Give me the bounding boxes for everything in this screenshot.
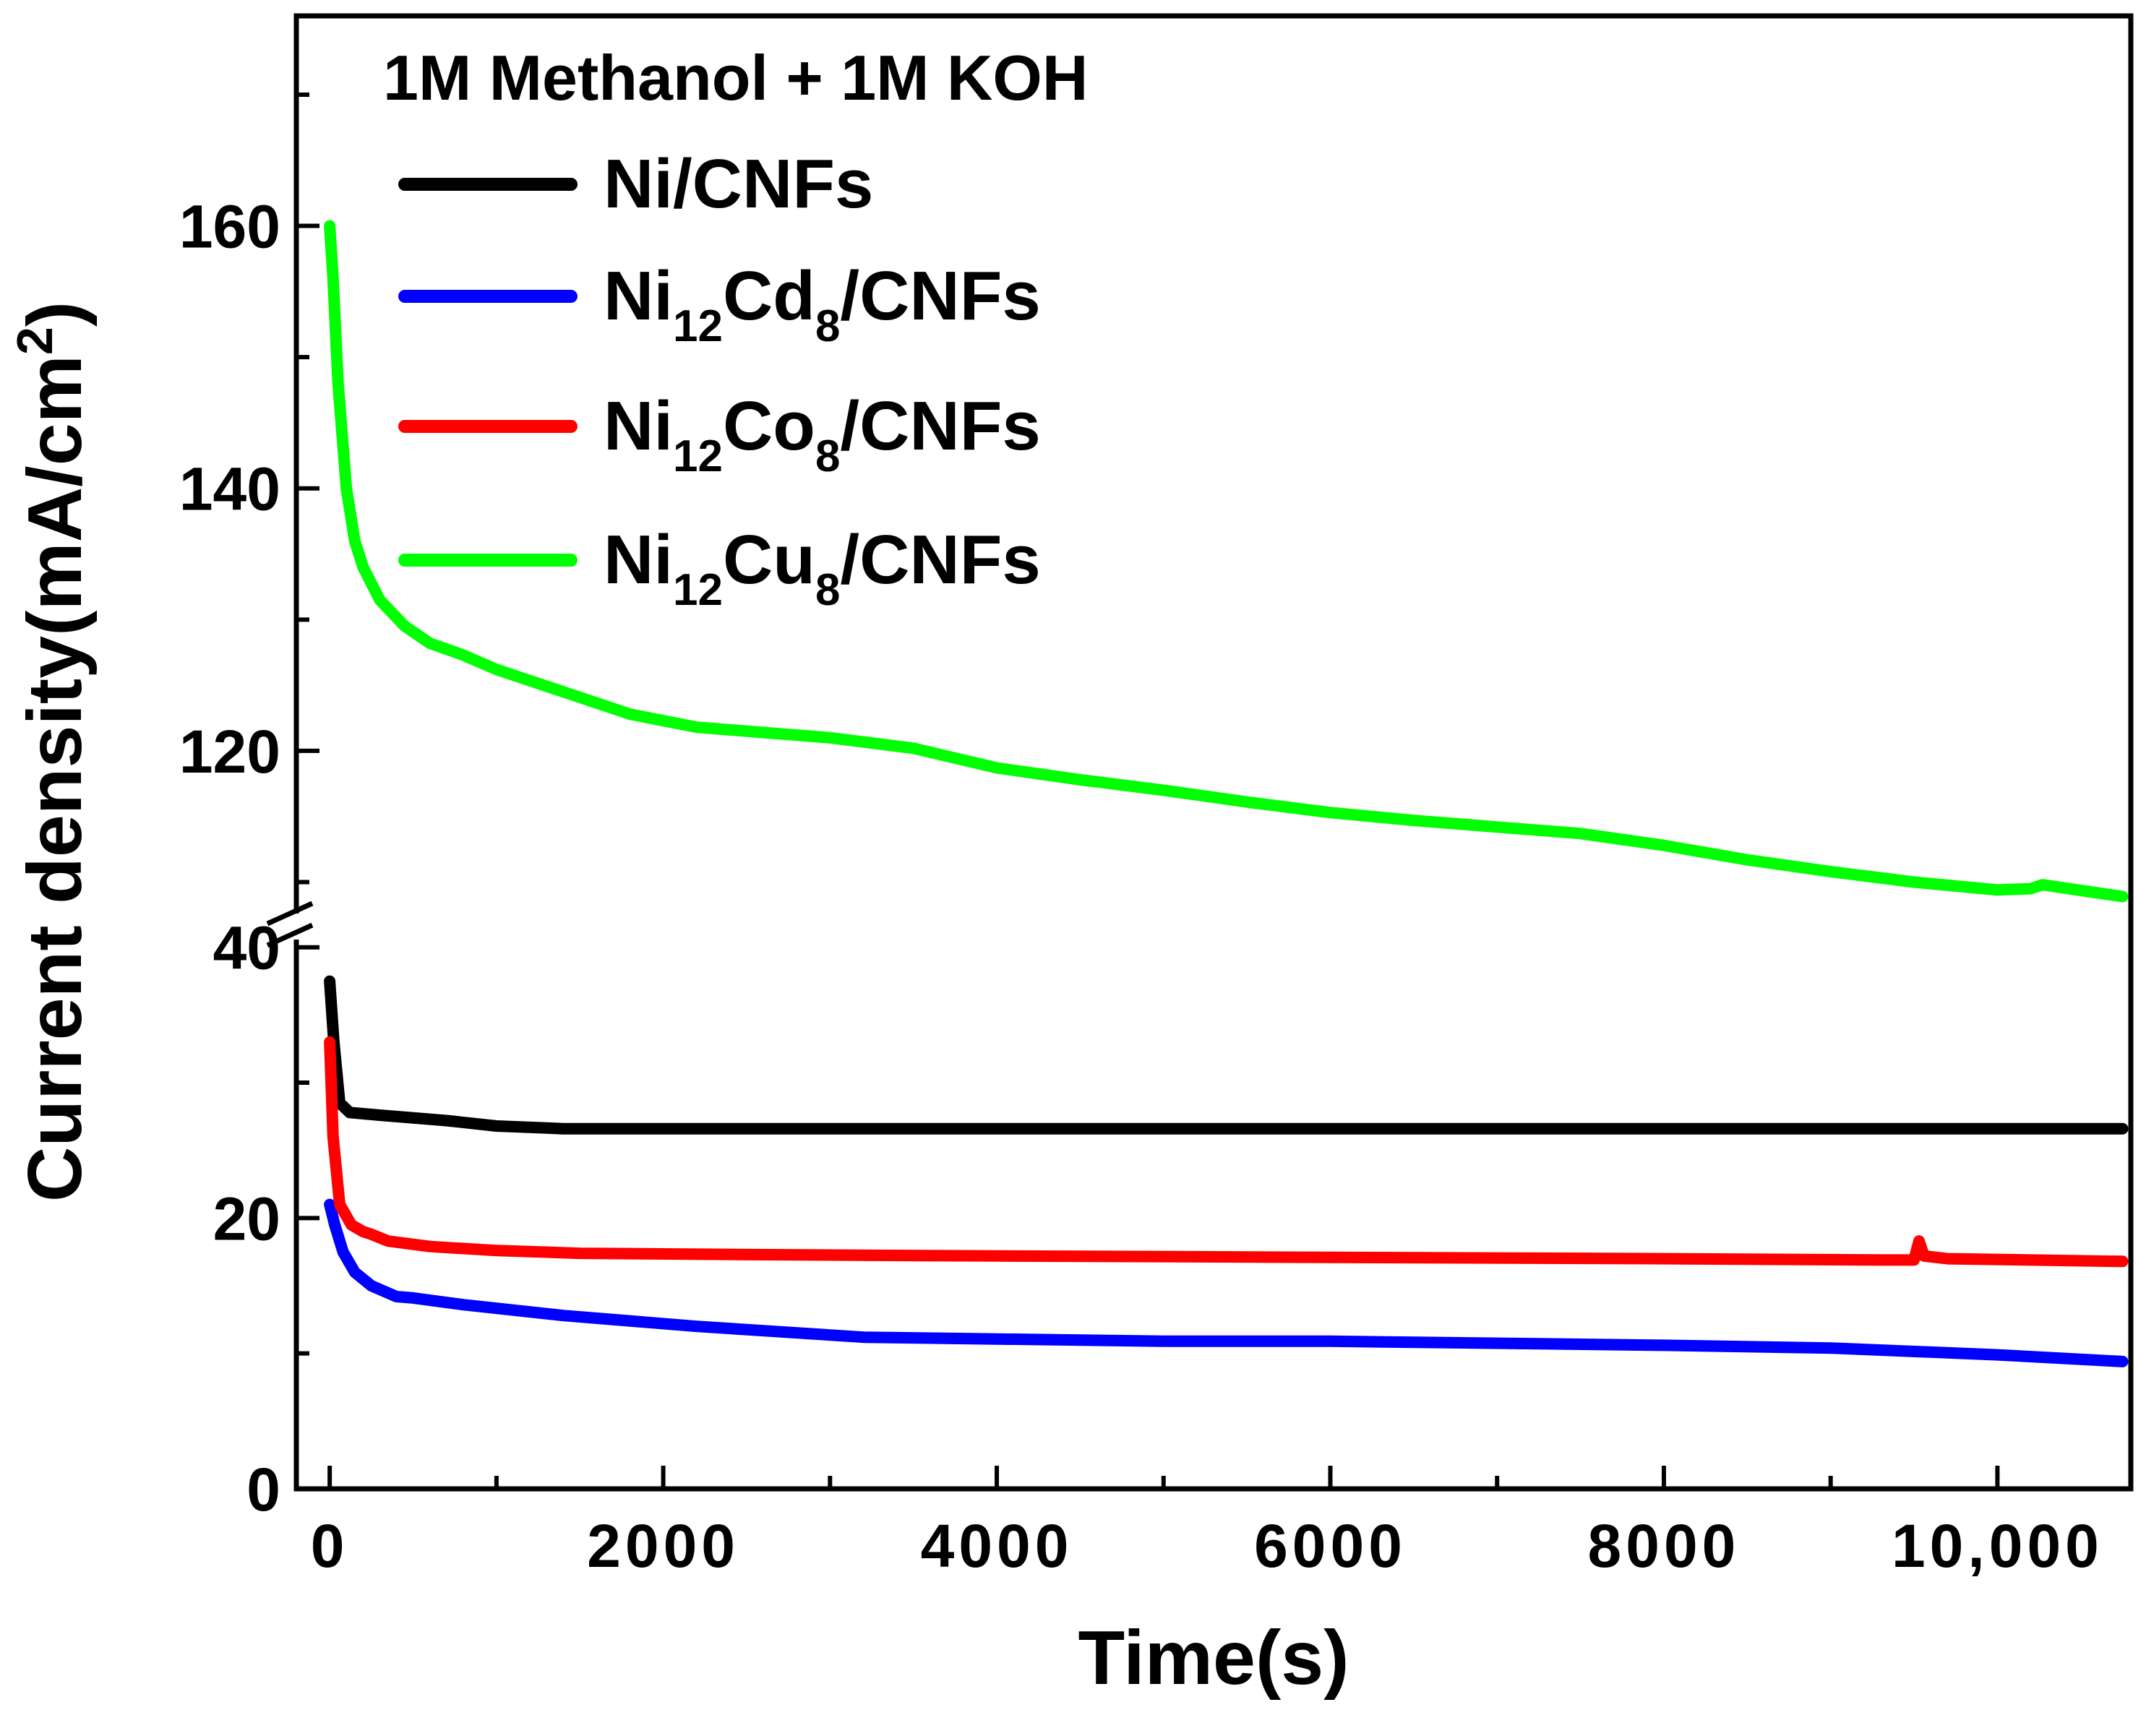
series-line — [324, 1198, 2129, 1367]
legend-label-sub: 8 — [815, 565, 840, 615]
legend-label-text: Ni/CNFs — [604, 145, 873, 223]
x-axis-label: Time(s) — [1078, 1615, 1349, 1701]
legend-label-sub: 12 — [673, 301, 723, 351]
series-line — [324, 975, 2129, 1135]
series-line — [324, 1036, 2129, 1268]
series-line — [324, 220, 2129, 903]
y-axis-label-sup: 2 — [7, 327, 63, 355]
legend-label-text: Ni — [604, 387, 673, 465]
x-tick-label: 0 — [311, 1512, 349, 1580]
y-tick-label: 40 — [213, 914, 280, 982]
y-tick-label: 0 — [246, 1456, 280, 1524]
legend-label: Ni/CNFs — [604, 145, 873, 223]
y-tick-label: 120 — [179, 718, 280, 786]
series-lines — [324, 220, 2129, 1367]
legend-label-text: /CNFs — [840, 521, 1040, 598]
axis-break-cover — [266, 901, 314, 948]
axis-break-mark — [266, 901, 314, 927]
y-axis-label: Current density(mA/cm2) — [7, 301, 98, 1202]
legend-title: 1M Methanol + 1M KOH — [383, 42, 1088, 113]
plot-frame — [293, 13, 2134, 1492]
legend: 1M Methanol + 1M KOH Ni/CNFsNi12Cd8/CNFs… — [383, 42, 1088, 615]
legend-label-text: Ni — [604, 521, 673, 598]
legend-label-text: Co — [723, 387, 815, 465]
x-tick-label: 10,000 — [1892, 1512, 2103, 1580]
axis-tick-labels: 0 2000 4000 6000 8000 10,000 0 20 40 120 140 160 — [179, 193, 2103, 1580]
legend-label-sub: 8 — [815, 431, 840, 481]
x-tick-label: 2000 — [587, 1512, 739, 1580]
legend-label-text: Cu — [723, 521, 815, 598]
axis-ticks — [296, 92, 2000, 1491]
y-axis-label-close: ) — [12, 301, 98, 327]
y-tick-label: 140 — [179, 455, 280, 523]
legend-label-text: Cd — [723, 257, 815, 335]
y-tick-label: 160 — [179, 193, 280, 261]
y-axis-label-main: Current density(mA/cm — [12, 355, 98, 1202]
axis-break-mark — [266, 922, 314, 948]
x-tick-label: 4000 — [921, 1512, 1073, 1580]
legend-label: Ni12Cd8/CNFs — [604, 257, 1041, 351]
legend-label-text: /CNFs — [840, 257, 1040, 335]
x-tick-label: 8000 — [1588, 1512, 1741, 1580]
legend-label: Ni12Cu8/CNFs — [604, 521, 1041, 615]
legend-label-text: Ni — [604, 257, 673, 335]
y-tick-label: 20 — [213, 1185, 280, 1252]
legend-label-sub: 8 — [815, 301, 840, 351]
x-tick-label: 6000 — [1254, 1512, 1407, 1580]
legend-label-sub: 12 — [673, 431, 723, 481]
legend-label: Ni12Co8/CNFs — [604, 387, 1041, 481]
legend-label-sub: 12 — [673, 565, 723, 615]
legend-label-text: /CNFs — [840, 387, 1040, 465]
